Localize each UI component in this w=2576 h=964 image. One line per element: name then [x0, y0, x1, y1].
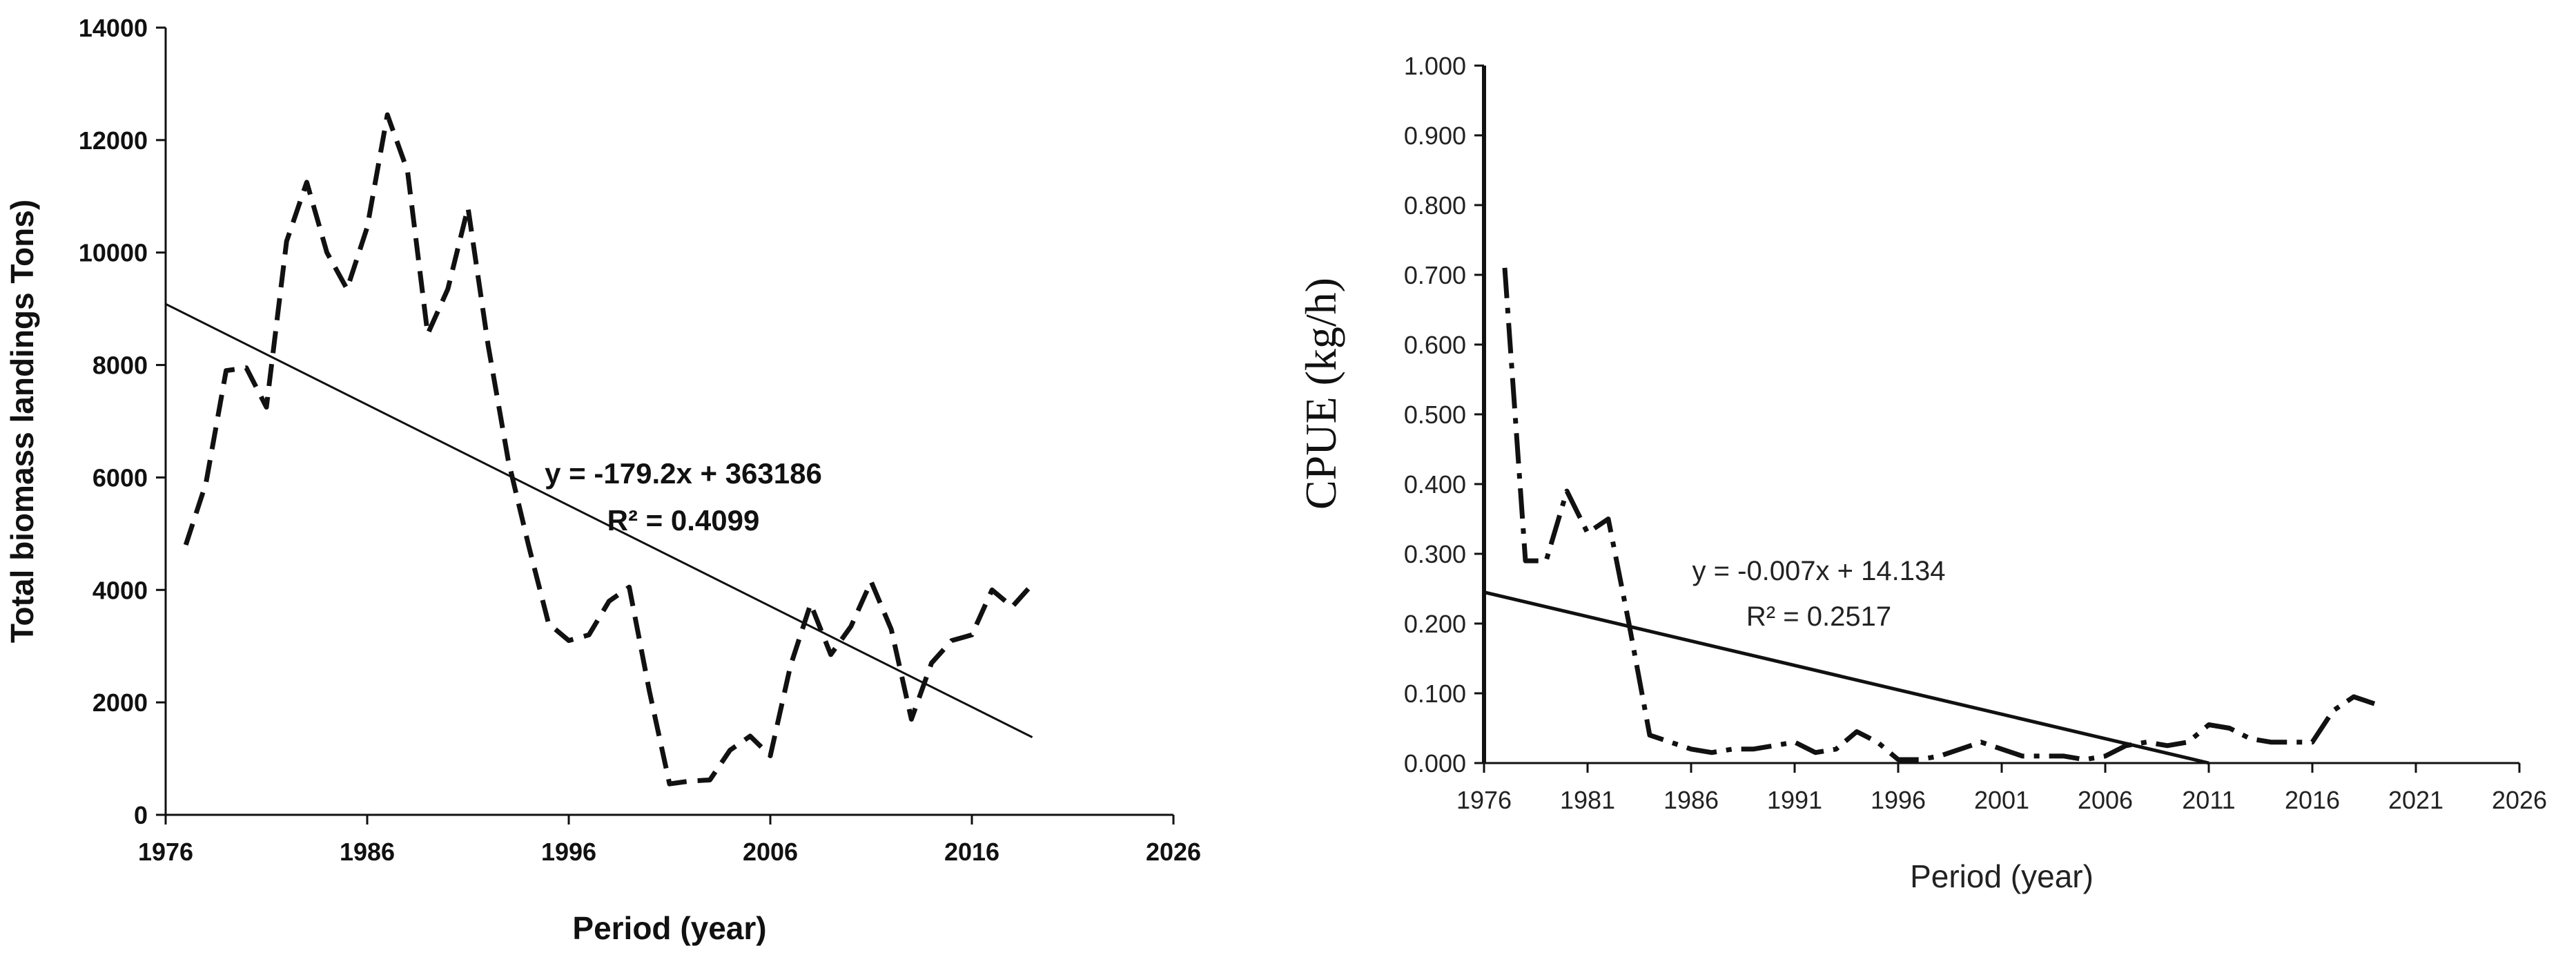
y-tick-label: 0.900: [1404, 122, 1466, 150]
chart-right-cpue: 0.000 0.100 0.200 0.300 0.400 0.500 0.600 0.700…: [1296, 52, 2547, 894]
x-tick-label: 1996: [541, 838, 596, 866]
x-tick-label: 2016: [944, 838, 999, 866]
y-tick-label: 1.000: [1404, 52, 1466, 80]
chart-left-biomass: 0 2000 4000 6000 8000 10000 12000 14000 1976 1986…: [4, 14, 1201, 946]
y-tick-label: 0.200: [1404, 610, 1466, 638]
y-tick-label: 0: [134, 801, 148, 829]
x-tick-label: 2011: [2182, 786, 2235, 814]
x-tick-label: 2026: [2492, 786, 2547, 814]
x-tick-label: 2001: [1974, 786, 2029, 814]
x-tick-label: 2006: [743, 838, 798, 866]
x-tick-label: 1996: [1871, 786, 1926, 814]
y-tick-label: 0.400: [1404, 470, 1466, 499]
x-tick-label: 2016: [2285, 786, 2340, 814]
y-tick-label: 0.000: [1404, 749, 1466, 778]
x-axis-title: Period (year): [572, 910, 766, 946]
y-tick-label: 2000: [92, 688, 148, 717]
x-tick-label: 2006: [2078, 786, 2133, 814]
series-line: [1502, 267, 2376, 762]
y-tick-label: 0.800: [1404, 191, 1466, 220]
y-tick-label: 0.500: [1404, 401, 1466, 429]
trendline: [1483, 590, 2209, 765]
y-tick-label: 6000: [92, 463, 148, 492]
x-tick-label: 1986: [1663, 786, 1719, 814]
y-axis-title: CPUE (kg/h): [1296, 278, 1345, 510]
y-tick-label: 0.700: [1404, 261, 1466, 289]
x-tick-label: 2021: [2388, 786, 2443, 814]
trendline-equation: y = -0.007x + 14.134: [1692, 556, 1946, 586]
x-tick-label: 1976: [1456, 786, 1512, 814]
r-squared-label: R² = 0.2517: [1746, 601, 1891, 632]
y-tick-label: 8000: [92, 351, 148, 380]
x-axis-title: Period (year): [1910, 858, 2094, 894]
x-tick-label: 1986: [340, 838, 395, 866]
series-line: [183, 112, 1035, 787]
y-tick-label: 14000: [79, 14, 148, 42]
y-axis-title: Total biomass landings Tons): [4, 200, 40, 643]
r-squared-label: R² = 0.4099: [607, 504, 760, 537]
x-tick-label: 1981: [1560, 786, 1615, 814]
x-tick-label: 1991: [1767, 786, 1822, 814]
y-tick-label: 4000: [92, 576, 148, 604]
x-tick-label: 1976: [138, 838, 193, 866]
trendline: [165, 302, 1033, 738]
trendline-equation: y = -179.2x + 363186: [545, 457, 822, 490]
x-tick-label: 2026: [1146, 838, 1201, 866]
y-tick-label: 0.600: [1404, 331, 1466, 359]
y-tick-label: 10000: [79, 239, 148, 267]
y-tick-label: 0.100: [1404, 679, 1466, 708]
y-tick-label: 12000: [79, 126, 148, 155]
y-tick-label: 0.300: [1404, 540, 1466, 568]
